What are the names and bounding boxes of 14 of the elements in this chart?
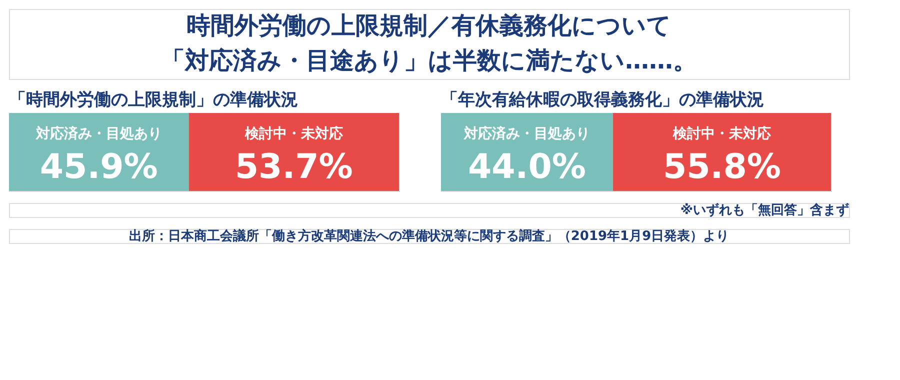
data-label: 53.7% bbox=[234, 147, 353, 187]
chart-title: 「時間外労働の上限規制」の準備状況 bbox=[9, 90, 298, 110]
series-label: 対応済み・目処あり bbox=[34, 125, 162, 142]
series-label: 検討中・未対応 bbox=[672, 125, 771, 142]
text: 時間外労働の上限規制／有休義務化について bbox=[186, 12, 672, 40]
data-label: 45.9% bbox=[40, 147, 158, 187]
text: 「対応済み・目途あり」は半数に満たない……。 bbox=[161, 46, 697, 74]
series-label: 対応済み・目処あり bbox=[462, 125, 590, 142]
series-label: 検討中・未対応 bbox=[244, 125, 343, 142]
text: 出所：日本商工会議所「働き方改革関連法への準備状況等に関する調査」（2019年1月9日発表）より bbox=[128, 228, 730, 244]
text: ※いずれも「無回答」含まず bbox=[680, 202, 849, 218]
chart-title: 「年次有給休暇の取得義務化」の準備状況 bbox=[441, 90, 764, 110]
data-label: 44.0% bbox=[468, 147, 586, 187]
data-label: 55.8% bbox=[662, 147, 781, 187]
